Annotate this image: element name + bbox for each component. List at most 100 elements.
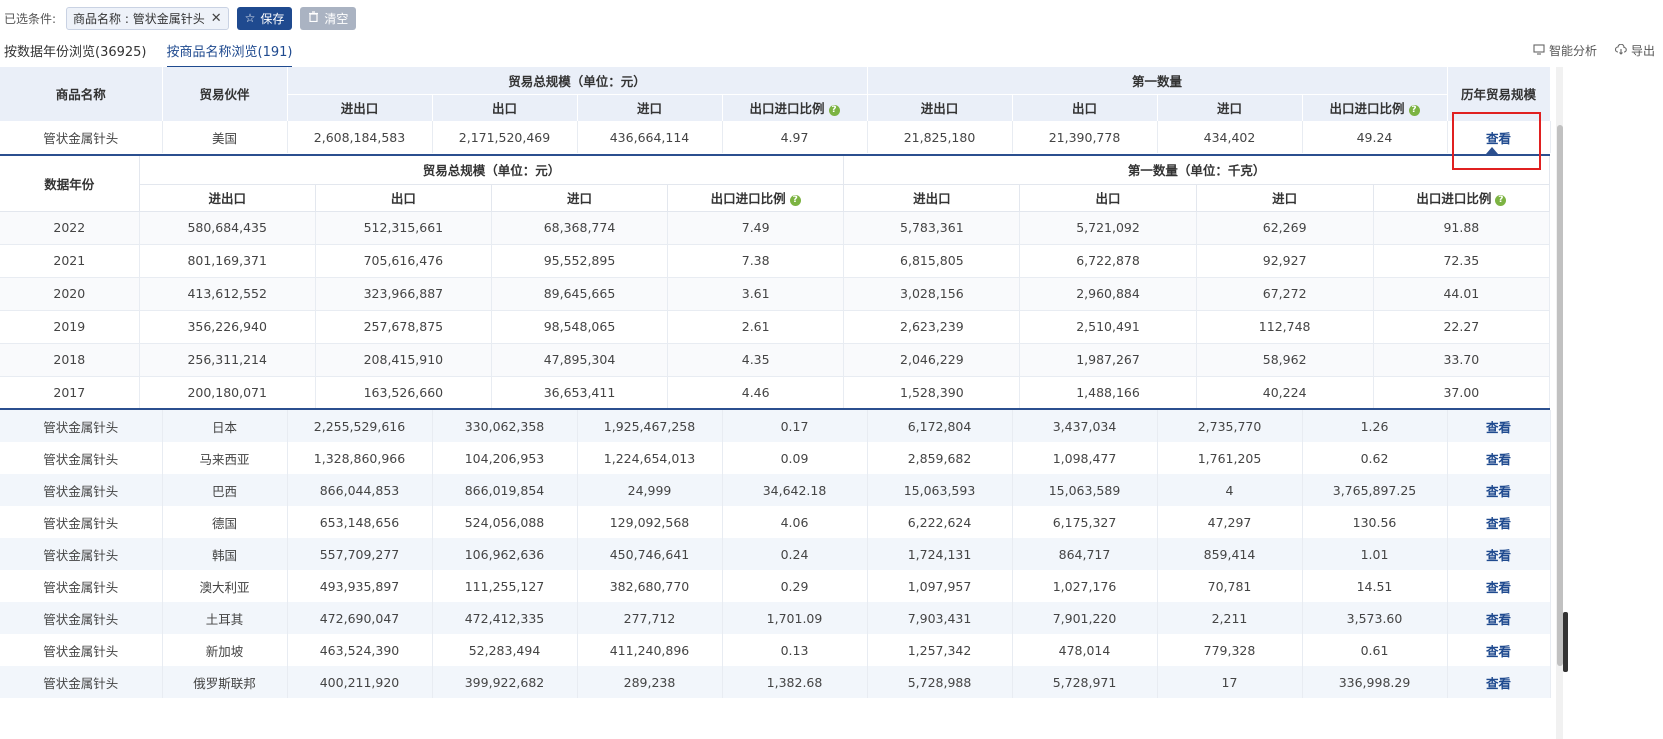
cell-value: 7.49 xyxy=(667,211,845,245)
export-button[interactable]: 导出 xyxy=(1614,42,1655,59)
clear-label: 清空 xyxy=(324,11,349,26)
cell-value: 15,063,589 xyxy=(1012,474,1158,506)
col-header-qty-ratio[interactable]: 出口进口比例? xyxy=(1302,94,1448,122)
monitor-icon xyxy=(1533,43,1545,58)
history-row: 2021 801,169,371 705,616,476 95,552,895 7.38… xyxy=(0,244,1551,278)
help-icon[interactable]: ? xyxy=(1408,105,1420,116)
close-icon[interactable]: ✕ xyxy=(210,10,222,26)
cell-value: 411,240,896 xyxy=(577,634,723,666)
view-link[interactable]: 查看 xyxy=(1485,611,1511,627)
cell-value: 47,895,304 xyxy=(491,343,669,377)
cell-value: 106,962,636 xyxy=(432,538,578,570)
cell-value: 2,510,491 xyxy=(1019,310,1197,344)
col-header-import[interactable]: 进口 xyxy=(577,94,723,122)
cell-value: 37.00 xyxy=(1373,376,1551,410)
col-header-qty-ratio: 出口进口比例? xyxy=(1373,184,1551,212)
cell-value: 112,748 xyxy=(1196,310,1374,344)
cell-value: 400,211,920 xyxy=(287,666,433,698)
toolbar: 智能分析 导出 xyxy=(1515,42,1655,59)
history-row: 2022 580,684,435 512,315,661 68,368,774 7.49… xyxy=(0,211,1551,245)
cell-value: 323,966,887 xyxy=(315,277,492,311)
cell-value: 399,922,682 xyxy=(432,666,578,698)
view-link[interactable]: 查看 xyxy=(1485,419,1511,435)
history-row: 2017 200,180,071 163,526,660 36,653,411 4.46… xyxy=(0,376,1551,410)
table-row: 管状金属针头 巴西 866,044,853 866,019,854 24,999 34,6… xyxy=(0,474,1551,506)
col-header-export[interactable]: 出口 xyxy=(432,94,578,122)
cell-product: 管状金属针头 xyxy=(0,121,163,153)
cell-value: 1,761,205 xyxy=(1157,442,1303,474)
filter-chip-product[interactable]: 商品名称 : 管状金属针头 ✕ xyxy=(66,6,229,30)
cell-product: 管状金属针头 xyxy=(0,602,163,634)
cell-value: 3,028,156 xyxy=(843,277,1021,311)
col-header-total[interactable]: 进出口 xyxy=(287,94,433,122)
col-header-ratio[interactable]: 出口进口比例? xyxy=(722,94,868,122)
cell-value: 6,722,878 xyxy=(1019,244,1197,278)
save-button[interactable]: ☆ 保存 xyxy=(236,6,293,30)
cell-value: 1,701.09 xyxy=(722,602,868,634)
cell-value: 1,224,654,013 xyxy=(577,442,723,474)
cell-value: 289,238 xyxy=(577,666,723,698)
cell-value: 705,616,476 xyxy=(315,244,492,278)
help-icon[interactable]: ? xyxy=(828,105,840,116)
help-icon[interactable]: ? xyxy=(1495,195,1507,206)
cell-product: 管状金属针头 xyxy=(0,538,163,570)
cell-value: 5,728,988 xyxy=(867,666,1013,698)
cell-value: 3,765,897.25 xyxy=(1302,474,1448,506)
group-header-trade: 贸易总规模（单位：元） xyxy=(139,155,845,185)
cell-value: 91.88 xyxy=(1373,211,1551,245)
cell-partner: 日本 xyxy=(162,410,288,442)
scrollbar-thumb-outer[interactable] xyxy=(1563,612,1568,672)
cloud-download-icon xyxy=(1614,43,1627,58)
cell-value: 1,328,860,966 xyxy=(287,442,433,474)
cell-value: 70,781 xyxy=(1157,570,1303,602)
cell-value: 33.70 xyxy=(1373,343,1551,377)
tab-by-product[interactable]: 按商品名称浏览(191) xyxy=(166,38,293,68)
view-link[interactable]: 查看 xyxy=(1485,483,1511,499)
clear-button[interactable]: 清空 xyxy=(300,6,357,30)
view-link[interactable]: 查看 xyxy=(1485,547,1511,563)
view-link[interactable]: 查看 xyxy=(1485,130,1511,146)
cell-value: 493,935,897 xyxy=(287,570,433,602)
view-link[interactable]: 查看 xyxy=(1485,675,1511,691)
cell-partner: 美国 xyxy=(162,121,288,153)
cell-value: 4.46 xyxy=(667,376,845,410)
cell-value: 866,044,853 xyxy=(287,474,433,506)
cell-value: 0.24 xyxy=(722,538,868,570)
view-link[interactable]: 查看 xyxy=(1485,515,1511,531)
cell-value: 21,390,778 xyxy=(1012,121,1158,153)
cell-partner: 德国 xyxy=(162,506,288,538)
cell-value: 450,746,641 xyxy=(577,538,723,570)
cell-partner: 澳大利亚 xyxy=(162,570,288,602)
cell-value: 3,573.60 xyxy=(1302,602,1448,634)
col-header-ratio: 出口进口比例? xyxy=(667,184,845,212)
table-row: 管状金属针头 德国 653,148,656 524,056,088 129,092,56… xyxy=(0,506,1551,538)
table-row: 管状金属针头 澳大利亚 493,935,897 111,255,127 382,680,… xyxy=(0,570,1551,602)
cell-value: 4.35 xyxy=(667,343,845,377)
cell-value: 95,552,895 xyxy=(491,244,669,278)
tab-by-year[interactable]: 按数据年份浏览(36925) xyxy=(4,45,147,60)
view-link[interactable]: 查看 xyxy=(1485,451,1511,467)
col-header-qty-import[interactable]: 进口 xyxy=(1157,94,1303,122)
help-icon[interactable]: ? xyxy=(789,195,801,206)
main-table-body: 管状金属针头 日本 2,255,529,616 330,062,358 1,925,46… xyxy=(0,410,1551,698)
cell-value: 5,783,361 xyxy=(843,211,1021,245)
col-header-qty-import: 进口 xyxy=(1196,184,1374,212)
view-link[interactable]: 查看 xyxy=(1485,579,1511,595)
cell-value: 0.13 xyxy=(722,634,868,666)
cell-value: 1.26 xyxy=(1302,410,1448,442)
table-row: 管状金属针头 新加坡 463,524,390 52,283,494 411,240,89… xyxy=(0,634,1551,666)
cell-product: 管状金属针头 xyxy=(0,410,163,442)
cell-value: 40,224 xyxy=(1196,376,1374,410)
col-header-qty-total[interactable]: 进出口 xyxy=(867,94,1013,122)
view-link[interactable]: 查看 xyxy=(1485,643,1511,659)
col-header-qty-total: 进出口 xyxy=(843,184,1021,212)
cell-product: 管状金属针头 xyxy=(0,442,163,474)
cell-value: 524,056,088 xyxy=(432,506,578,538)
history-row: 2020 413,612,552 323,966,887 89,645,665 3.61… xyxy=(0,277,1551,311)
scrollbar-thumb[interactable] xyxy=(1557,125,1563,666)
cell-value: 62,269 xyxy=(1196,211,1374,245)
smart-analysis-button[interactable]: 智能分析 xyxy=(1533,42,1597,59)
cell-value: 0.61 xyxy=(1302,634,1448,666)
cell-value: 6,172,804 xyxy=(867,410,1013,442)
col-header-qty-export[interactable]: 出口 xyxy=(1012,94,1158,122)
